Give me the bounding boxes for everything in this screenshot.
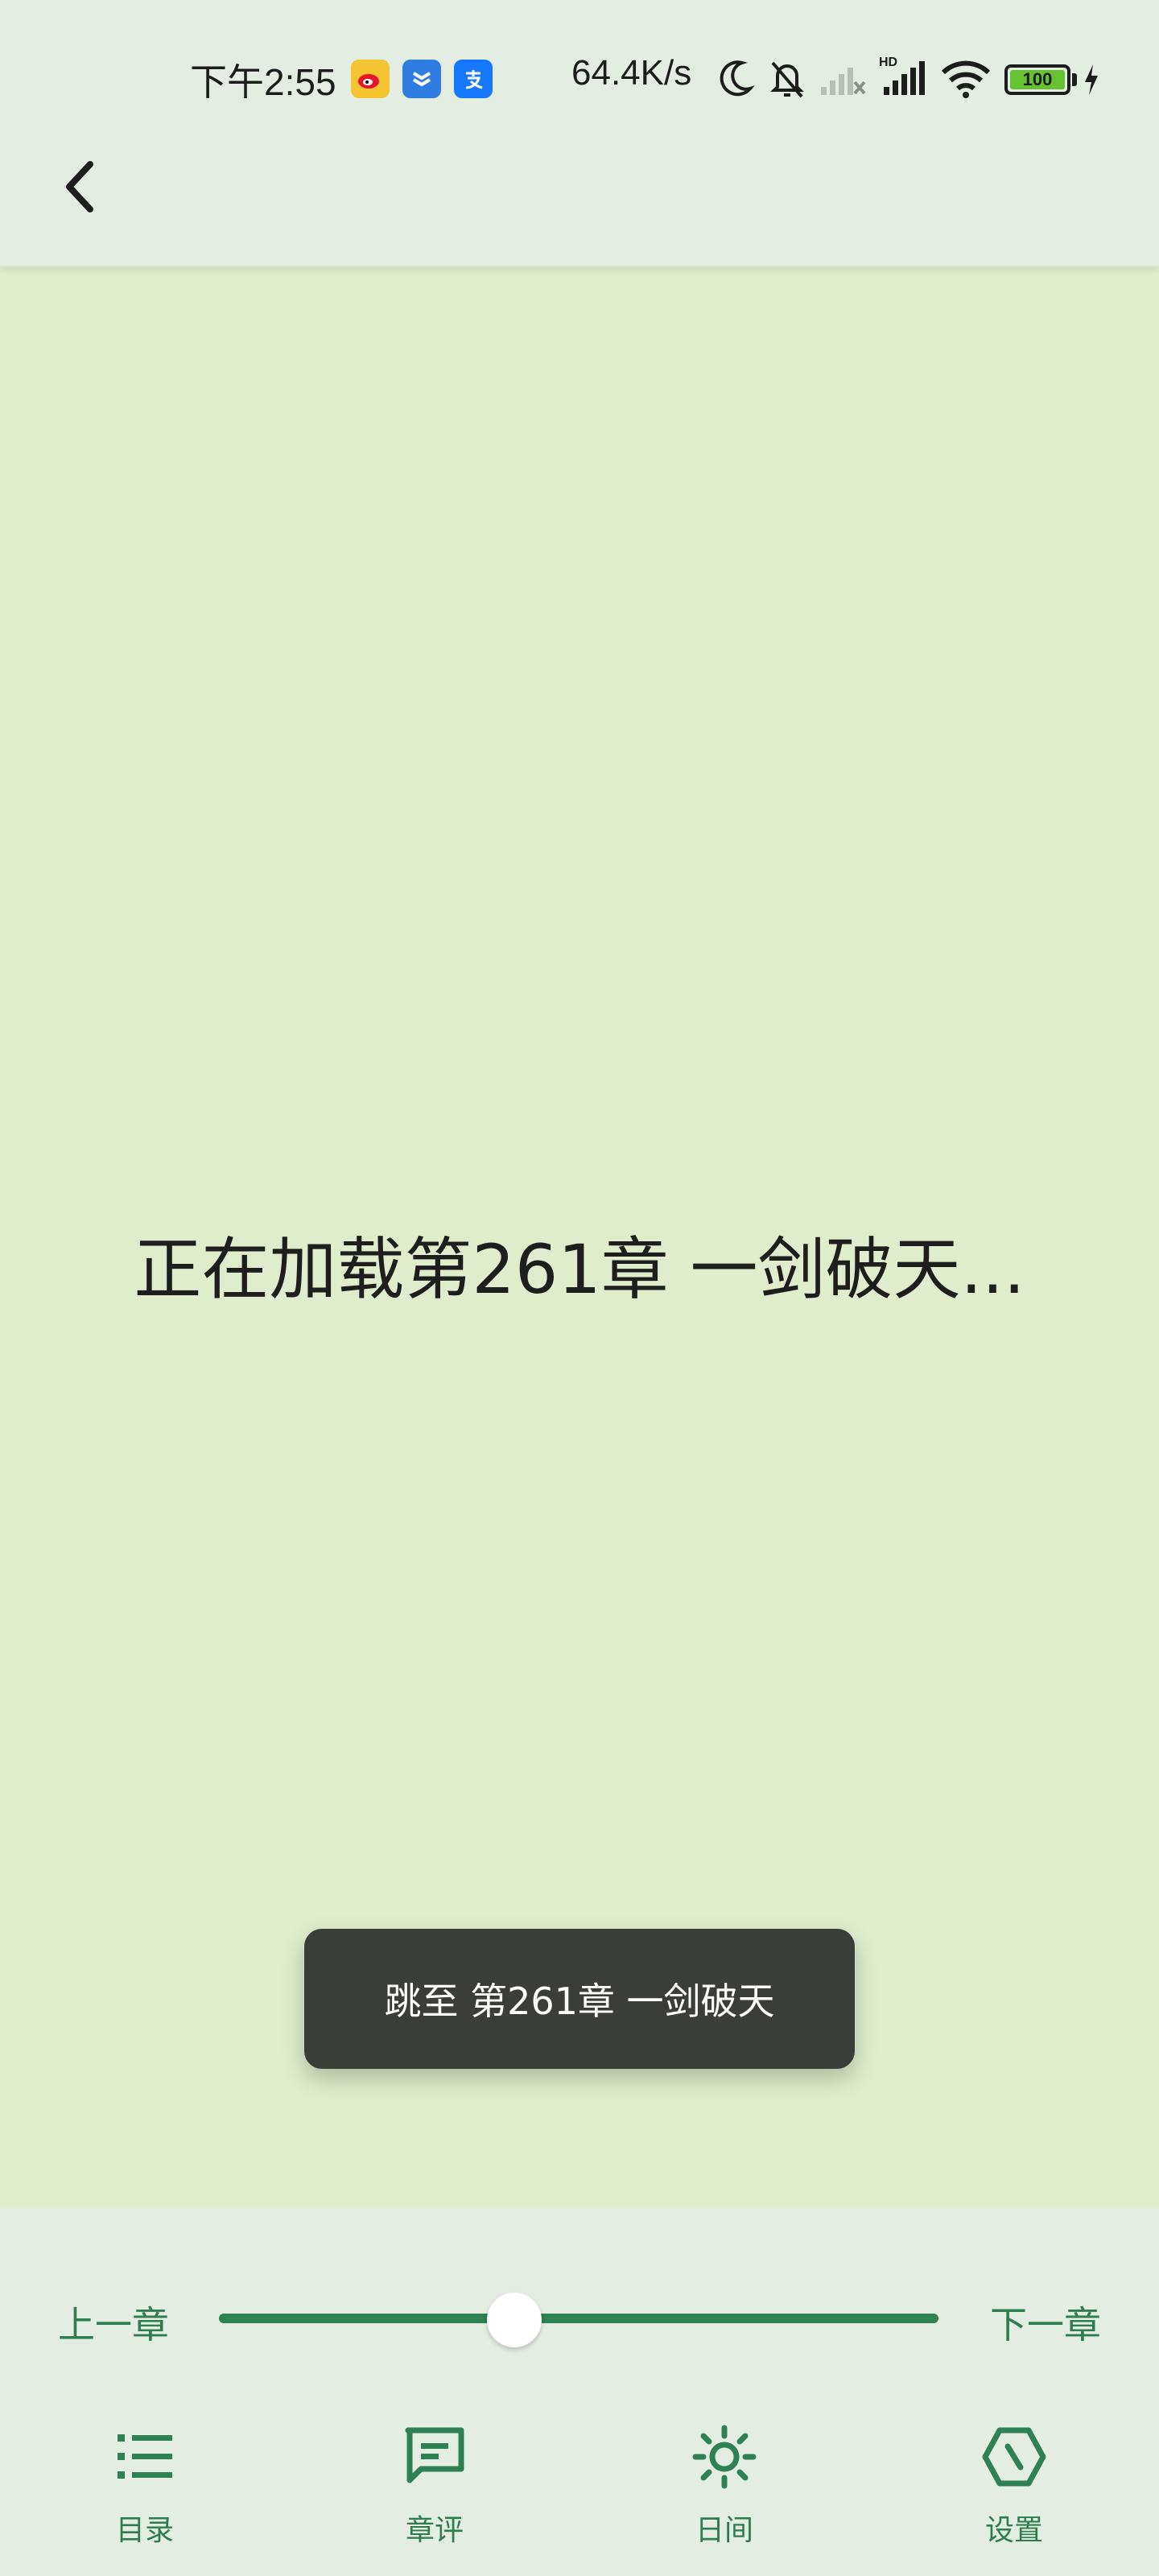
signal-no-sim-icon [818,56,868,105]
battery-level: 100 [1010,69,1065,89]
nav-catalog[interactable]: 目录 [64,2425,225,2570]
chapter-progress-slider[interactable] [219,2314,938,2323]
back-button[interactable] [48,150,113,227]
slider-thumb[interactable] [486,2293,542,2347]
weibo-icon [351,60,390,98]
nav-label: 目录 [115,2514,174,2547]
svg-text:HD: HD [879,56,897,69]
alipay-icon [454,60,493,98]
battery-indicator: 100 [1004,64,1070,95]
task-icon [402,60,441,98]
charging-icon [1082,63,1101,100]
list-icon [113,2425,177,2489]
next-chapter-button[interactable]: 下一章 [990,2303,1101,2347]
nav-day-mode[interactable]: 日间 [644,2425,805,2570]
top-bar: 下午2:55 64.4K/s HD [0,0,1159,267]
comment-icon [402,2425,467,2489]
network-speed: 64.4K/s [571,53,692,93]
nav-chapter-comments[interactable]: 章评 [354,2425,515,2570]
signal-hd-icon: HD [877,52,929,105]
status-time: 下午2:55 [190,61,336,103]
settings-icon [982,2425,1046,2489]
prev-chapter-button[interactable]: 上一章 [58,2303,169,2347]
chevron-left-icon [61,158,100,219]
nav-label: 章评 [405,2514,464,2547]
status-bar: 下午2:55 64.4K/s HD [0,0,1159,161]
sun-icon [692,2425,757,2489]
toast-text: 跳至 第261章 一剑破天 [384,1979,775,2023]
moon-icon [715,56,757,105]
chapter-loading-text: 正在加载第261章 一剑破天... [134,1230,1025,1309]
nav-label: 设置 [984,2514,1043,2547]
bell-off-icon [766,56,808,105]
nav-label: 日间 [695,2514,753,2547]
wifi-icon [940,56,992,105]
toast-message: 跳至 第261章 一剑破天 [304,1929,855,2069]
nav-settings[interactable]: 设置 [934,2425,1095,2570]
reader-control-panel: 上一章 下一章 目录 章评 日间 设置 [0,2207,1159,2576]
battery-cap [1072,73,1077,86]
